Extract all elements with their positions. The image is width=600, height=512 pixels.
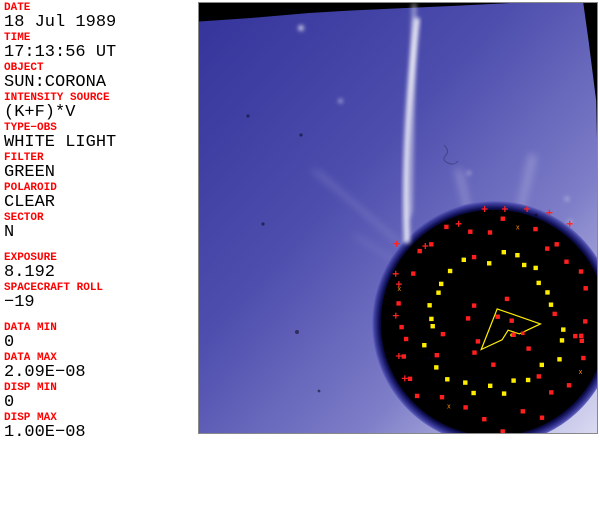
svg-text:x: x bbox=[447, 403, 451, 410]
svg-text:x: x bbox=[398, 286, 402, 293]
svg-text:x: x bbox=[516, 225, 520, 232]
svg-text:x: x bbox=[579, 369, 583, 376]
